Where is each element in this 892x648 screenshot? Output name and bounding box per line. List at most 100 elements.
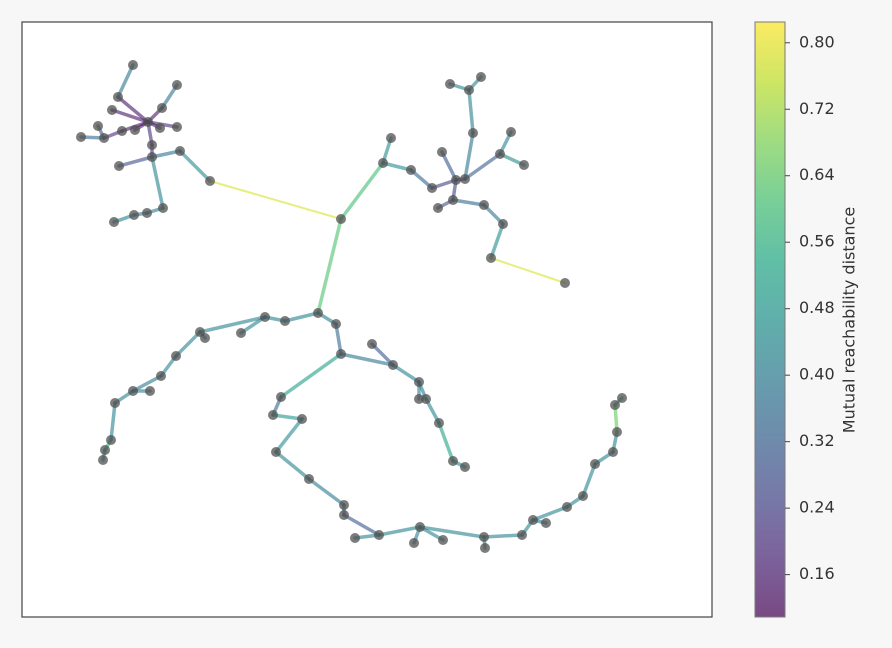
node xyxy=(464,85,474,95)
edge xyxy=(117,155,154,168)
node xyxy=(612,427,622,437)
node xyxy=(171,351,181,361)
node xyxy=(99,133,109,143)
node xyxy=(448,195,458,205)
node xyxy=(336,349,346,359)
node xyxy=(414,377,424,387)
node xyxy=(517,530,527,540)
node xyxy=(271,447,281,457)
node xyxy=(156,371,166,381)
edge xyxy=(178,149,212,183)
node xyxy=(158,203,168,213)
node xyxy=(155,123,165,133)
node xyxy=(200,333,210,343)
edge xyxy=(174,330,202,358)
node xyxy=(147,152,157,162)
node xyxy=(427,183,437,193)
edge xyxy=(482,533,524,539)
node xyxy=(434,418,444,428)
edge xyxy=(377,525,422,537)
node xyxy=(560,278,570,288)
colorbar-axis: 0.80 0.72 0.64 0.56 0.48 0.40 0.32 0.24 0.16 xyxy=(785,32,835,583)
node xyxy=(336,214,346,224)
node xyxy=(433,203,443,213)
node xyxy=(130,125,140,135)
node xyxy=(76,132,86,142)
edge xyxy=(342,513,381,537)
edge xyxy=(440,150,458,182)
colorbar-tick-label: 0.48 xyxy=(799,298,835,317)
node xyxy=(460,462,470,472)
edge xyxy=(150,155,165,210)
node xyxy=(114,161,124,171)
node xyxy=(506,127,516,137)
node xyxy=(147,140,157,150)
colorbar-tick-label: 0.80 xyxy=(799,32,835,51)
node xyxy=(608,447,618,457)
colorbar xyxy=(754,21,786,618)
node xyxy=(100,445,110,455)
edge xyxy=(110,108,150,124)
node xyxy=(414,394,424,404)
node xyxy=(409,538,419,548)
node xyxy=(339,500,349,510)
node xyxy=(378,158,388,168)
node xyxy=(172,80,182,90)
edge xyxy=(437,421,455,463)
node xyxy=(236,328,246,338)
colorbar-tick-label: 0.40 xyxy=(799,365,835,384)
edge xyxy=(316,217,343,315)
edge xyxy=(198,315,267,334)
node xyxy=(98,455,108,465)
edge xyxy=(418,525,486,539)
node xyxy=(528,515,538,525)
colorbar-tick-label: 0.24 xyxy=(799,498,835,517)
node xyxy=(617,393,627,403)
edge xyxy=(581,462,597,498)
node xyxy=(128,386,138,396)
node xyxy=(172,122,182,132)
node xyxy=(415,522,425,532)
edge xyxy=(131,374,163,393)
edge xyxy=(467,88,475,135)
colorbar-tick-label: 0.56 xyxy=(799,232,835,251)
node xyxy=(313,308,323,318)
node xyxy=(157,103,167,113)
node xyxy=(117,126,127,136)
colorbar-tick-label: 0.64 xyxy=(799,165,835,184)
node xyxy=(280,316,290,326)
node xyxy=(386,133,396,143)
edge xyxy=(334,322,343,356)
node xyxy=(350,533,360,543)
node xyxy=(205,176,215,186)
edge xyxy=(489,222,505,260)
node xyxy=(421,394,431,404)
edge xyxy=(463,152,502,181)
node xyxy=(93,121,103,131)
edge xyxy=(109,401,117,442)
node xyxy=(143,117,153,127)
node xyxy=(145,386,155,396)
node xyxy=(297,414,307,424)
node xyxy=(476,72,486,82)
node xyxy=(479,200,489,210)
node xyxy=(448,456,458,466)
edge xyxy=(531,505,569,522)
edge xyxy=(339,161,385,221)
node xyxy=(541,518,551,528)
edge xyxy=(274,417,304,454)
edge xyxy=(490,257,566,284)
edge xyxy=(451,198,486,207)
node xyxy=(445,79,455,89)
node xyxy=(519,160,529,170)
edge xyxy=(209,180,342,220)
node xyxy=(109,217,119,227)
node xyxy=(339,510,349,520)
node xyxy=(562,502,572,512)
edge xyxy=(391,363,421,384)
node xyxy=(175,146,185,156)
node xyxy=(268,410,278,420)
node xyxy=(107,105,117,115)
node xyxy=(498,219,508,229)
